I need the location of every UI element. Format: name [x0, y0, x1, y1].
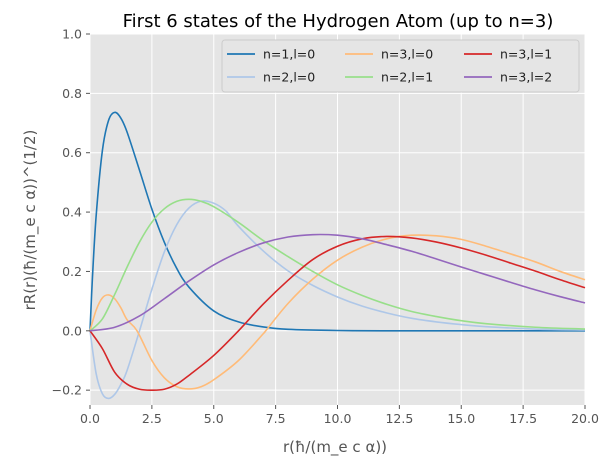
- y-axis-label: rR(r)(ħ/(m_e c α))^(1/2): [21, 130, 40, 311]
- legend: n=1,l=0 n=2,l=0 n=3,l=0 n=2,l=1 n=3,l=1 n=3,l…: [221, 39, 580, 93]
- y-tick-label: 0.0: [62, 323, 82, 338]
- legend-box: [221, 39, 580, 93]
- series-line-n-2-l-0: [89, 200, 586, 400]
- legend-label: n=2,l=1: [381, 70, 433, 85]
- x-tick-label: 2.5: [142, 411, 162, 426]
- x-tick-label: 7.5: [266, 411, 286, 426]
- x-tick-label: 12.5: [385, 411, 413, 426]
- series-line-n-2-l-1: [89, 198, 586, 332]
- x-tick-label: 5.0: [204, 411, 224, 426]
- legend-label: n=2,l=0: [263, 70, 315, 85]
- y-tick-label: 1.0: [62, 27, 82, 42]
- legend-label: n=3,l=2: [500, 70, 552, 85]
- legend-label: n=3,l=1: [500, 47, 552, 62]
- x-tick-label: 15.0: [447, 411, 475, 426]
- x-axis-label: r(ħ/(m_e c α)): [283, 438, 387, 457]
- series-line-n-3-l-0: [89, 234, 586, 390]
- series-line-n-3-l-1: [89, 235, 586, 391]
- tick-labels: 0.0 2.5 5.0 7.5 10.0 12.5 15.0 17.5 20.0 −0.2 0.0 0…: [52, 27, 599, 427]
- y-tick-label: 0.6: [62, 145, 82, 160]
- x-tick-label: 20.0: [571, 411, 599, 426]
- series-line-n-1-l-0: [89, 111, 585, 332]
- series-lines: [89, 111, 586, 400]
- series-line-n-3-l-2: [89, 233, 586, 332]
- x-tick-label: 0.0: [80, 411, 100, 426]
- x-tick-label: 17.5: [509, 411, 537, 426]
- y-tick-label: −0.2: [52, 383, 82, 398]
- y-tick-label: 0.4: [62, 205, 82, 220]
- legend-label: n=1,l=0: [263, 47, 315, 62]
- y-tick-label: 0.2: [62, 264, 82, 279]
- legend-label: n=3,l=0: [381, 47, 433, 62]
- y-tick-label: 0.8: [62, 86, 82, 101]
- x-tick-label: 10.0: [324, 411, 352, 426]
- chart-title: First 6 states of the Hydrogen Atom (up …: [123, 11, 554, 32]
